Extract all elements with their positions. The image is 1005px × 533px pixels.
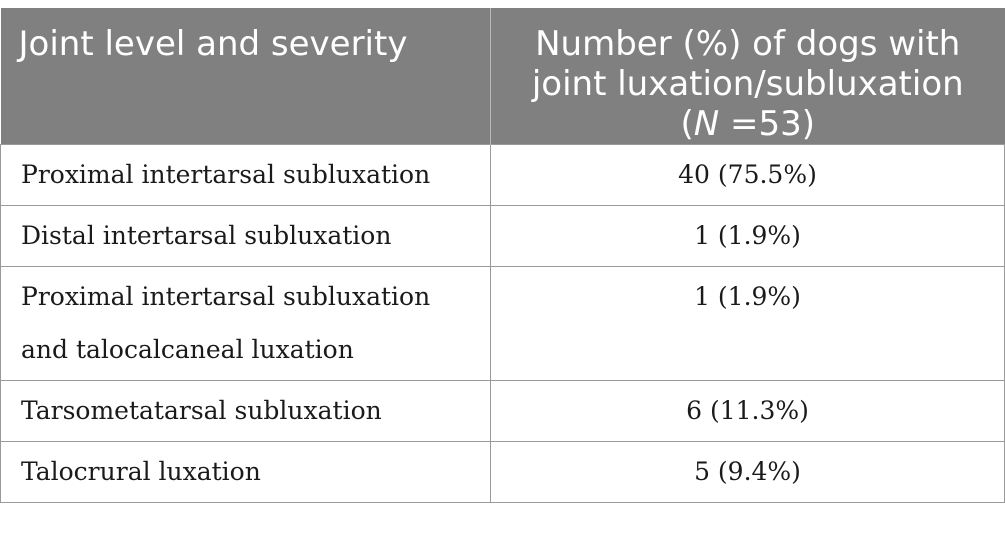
count-cell: 1 (1.9%) <box>490 205 1005 267</box>
header-joint-level: Joint level and severity <box>0 8 491 145</box>
table-row: Proximal intertarsal subluxation 40 (75.… <box>0 144 1005 206</box>
table-row: Talocrural luxation 5 (9.4%) <box>0 441 1005 503</box>
header-number-of-dogs: Number (%) of dogs with joint luxation/s… <box>490 8 1005 145</box>
joint-cell: Talocrural luxation <box>0 441 491 503</box>
table-row: Distal intertarsal subluxation 1 (1.9%) <box>0 205 1005 267</box>
joint-luxation-table: Joint level and severity Number (%) of d… <box>0 8 1005 503</box>
header-number-line2: joint luxation/subluxation <box>531 64 964 104</box>
table-header: Joint level and severity Number (%) of d… <box>0 8 1005 145</box>
joint-cell: Tarsometatarsal subluxation <box>0 380 491 442</box>
table-body: Proximal intertarsal subluxation 40 (75.… <box>0 144 1005 503</box>
count-cell: 5 (9.4%) <box>490 441 1005 503</box>
joint-cell: Distal intertarsal subluxation <box>0 205 491 267</box>
count-cell: 40 (75.5%) <box>490 144 1005 206</box>
header-number-line1: Number (%) of dogs with <box>535 24 961 64</box>
count-cell: 6 (11.3%) <box>490 380 1005 442</box>
joint-cell: Proximal intertarsal subluxation and tal… <box>0 266 491 381</box>
header-n-open: ( <box>680 104 694 144</box>
header-n-symbol: N <box>693 104 720 144</box>
data-table-container: Joint level and severity Number (%) of d… <box>0 8 1005 503</box>
header-n-rest: =53) <box>719 104 816 144</box>
joint-cell: Proximal intertarsal subluxation <box>0 144 491 206</box>
header-row: Joint level and severity Number (%) of d… <box>0 8 1005 145</box>
table-row: Tarsometatarsal subluxation 6 (11.3%) <box>0 380 1005 442</box>
count-cell: 1 (1.9%) <box>490 266 1005 381</box>
table-row: Proximal intertarsal subluxation and tal… <box>0 266 1005 381</box>
